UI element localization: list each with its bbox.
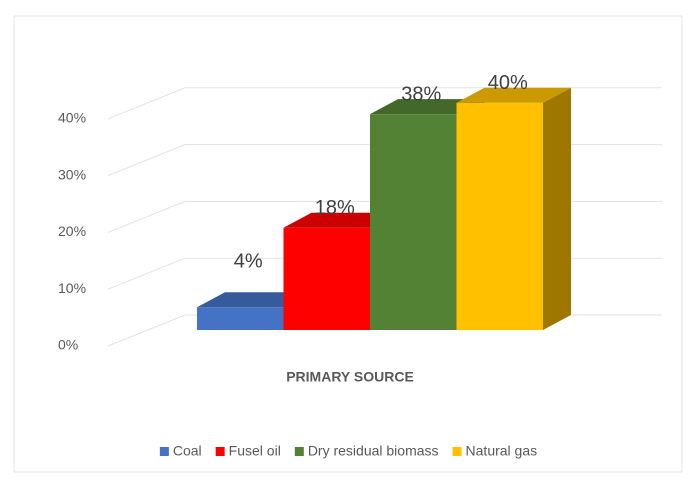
bar (370, 114, 457, 330)
bar (283, 227, 370, 330)
legend-label: Dry residual biomass (308, 443, 439, 459)
bar (456, 102, 543, 330)
y-tick-label: 10% (58, 280, 86, 296)
bar-top (197, 292, 312, 308)
data-label: 38% (401, 83, 441, 105)
data-label: 4% (234, 250, 263, 272)
bar-side (543, 87, 571, 330)
y-tick-label: 40% (58, 110, 86, 126)
legend-swatch (215, 447, 225, 456)
legend-swatch (159, 447, 169, 456)
bar-top (456, 87, 571, 103)
legend-swatch (452, 447, 462, 456)
data-label: 40% (488, 72, 528, 94)
data-label: 18% (315, 197, 355, 219)
legend-swatch (294, 447, 304, 456)
legend-label: Fusel oil (229, 443, 281, 459)
bar (197, 307, 284, 330)
y-tick-label: 20% (58, 223, 86, 239)
legend: Coal Fusel oil Dry residual biomass Natural… (159, 443, 538, 459)
bar-top (370, 99, 485, 115)
x-tick-label: PRIMARY SOURCE (286, 369, 414, 385)
y-tick-label: 0% (58, 337, 78, 353)
legend-label: Coal (173, 443, 202, 459)
bar-top (283, 212, 398, 228)
y-tick-label: 30% (58, 166, 86, 182)
legend-label: Natural gas (466, 443, 538, 459)
